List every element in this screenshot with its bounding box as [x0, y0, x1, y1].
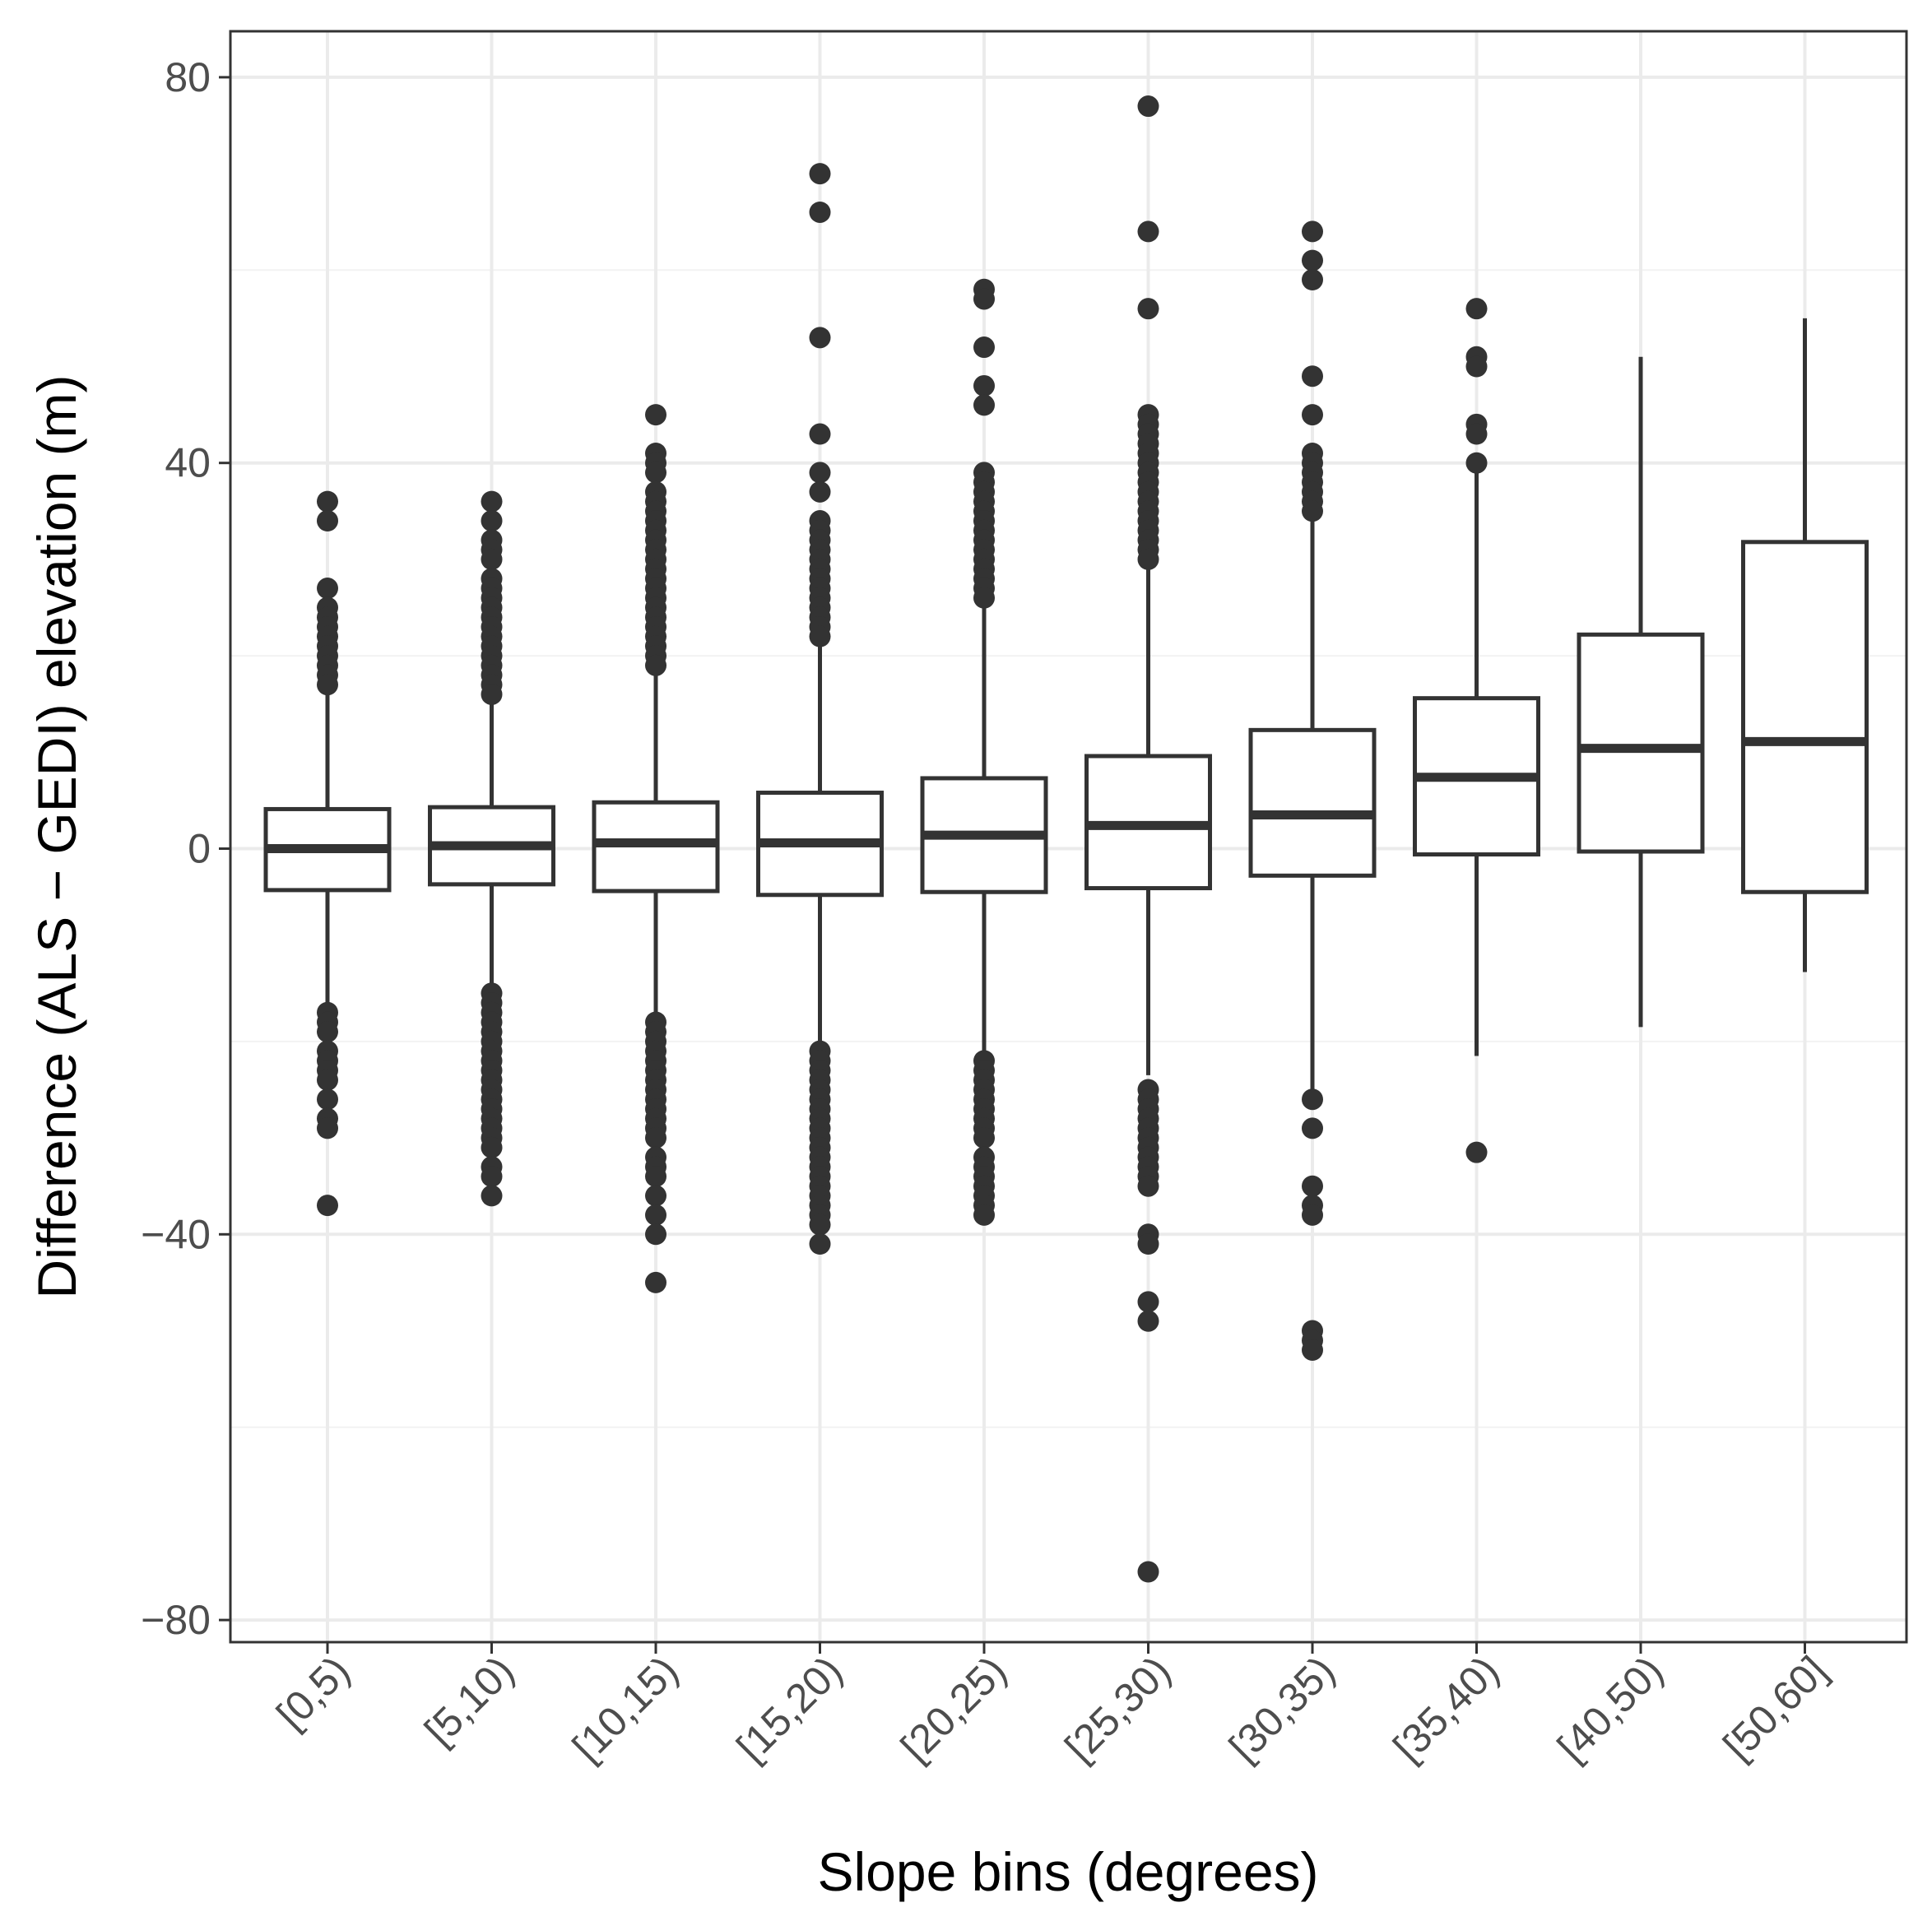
outlier-point — [481, 1185, 503, 1207]
outlier-point — [1302, 1117, 1323, 1139]
outlier-point — [1302, 220, 1323, 243]
outlier-point — [317, 1195, 338, 1217]
outlier-point — [645, 1223, 666, 1246]
outlier-point — [317, 1088, 338, 1111]
x-tick-label: [50,60] — [1715, 1647, 1837, 1769]
outlier-point — [809, 625, 831, 647]
outlier-point — [317, 1069, 338, 1091]
outlier-point — [645, 1271, 666, 1293]
outlier-point — [1137, 548, 1159, 570]
outlier-point — [809, 201, 831, 223]
outlier-point — [645, 404, 666, 426]
outlier-point — [973, 374, 995, 397]
outlier-point — [481, 1136, 503, 1158]
outlier-point — [1465, 452, 1488, 474]
outlier-point — [1302, 1088, 1323, 1111]
outlier-point — [1302, 1204, 1323, 1226]
outlier-point — [809, 1214, 831, 1236]
panel-border — [229, 30, 1908, 1644]
outlier-point — [973, 336, 995, 359]
outlier-point — [1302, 269, 1323, 291]
y-tick-label: −80 — [141, 1597, 211, 1643]
outlier-point — [809, 327, 831, 349]
outlier-point — [1465, 423, 1488, 445]
outlier-point — [481, 548, 503, 570]
x-tick-label: [40,50) — [1549, 1647, 1672, 1770]
outlier-point — [1465, 1141, 1488, 1163]
x-tick-label: [5,10) — [416, 1647, 522, 1754]
outlier-point — [1137, 220, 1159, 243]
outlier-point — [317, 1021, 338, 1043]
outlier-point — [809, 163, 831, 185]
outlier-point — [809, 462, 831, 484]
x-tick-label: [20,25) — [892, 1647, 1015, 1770]
iqr-box — [1741, 540, 1869, 894]
outlier-point — [1302, 1175, 1323, 1197]
outlier-point — [973, 1127, 995, 1149]
box-series — [263, 95, 1869, 1583]
x-tick-label: [0,5) — [267, 1647, 358, 1738]
outlier-point — [1465, 298, 1488, 320]
y-axis-title: Difference (ALS − GEDI) elevation (m) — [26, 374, 87, 1298]
outlier-point — [317, 578, 338, 600]
outlier-point — [1302, 404, 1323, 426]
outlier-point — [317, 674, 338, 696]
outlier-point — [1137, 298, 1159, 320]
outlier-point — [645, 1127, 666, 1149]
outlier-point — [317, 490, 338, 513]
outlier-point — [481, 683, 503, 705]
outlier-point — [645, 654, 666, 676]
outlier-point — [1137, 1175, 1159, 1197]
y-tick-label: 80 — [165, 54, 211, 100]
outlier-point — [1465, 355, 1488, 378]
x-tick-label: [30,35) — [1220, 1647, 1344, 1770]
outlier-point — [973, 1204, 995, 1226]
outlier-point — [1302, 249, 1323, 271]
iqr-box — [1577, 632, 1705, 854]
outlier-point — [1137, 1561, 1159, 1583]
y-tick-label: −40 — [141, 1211, 211, 1257]
outlier-point — [809, 480, 831, 503]
outlier-point — [1137, 1310, 1159, 1332]
outlier-point — [317, 510, 338, 532]
axes: −80 −40 0 40 80 [0,5) [5,10) [10,15) [15,20) [20,… — [141, 54, 1836, 1770]
x-tick-label: [15,20) — [728, 1647, 852, 1770]
outlier-point — [481, 510, 503, 532]
outlier-point — [1302, 500, 1323, 522]
outlier-point — [973, 587, 995, 609]
outlier-point — [481, 1165, 503, 1187]
outlier-point — [809, 423, 831, 445]
outlier-point — [317, 1117, 338, 1139]
outlier-point — [1137, 1233, 1159, 1255]
outlier-point — [1137, 1291, 1159, 1313]
iqr-box — [1248, 727, 1377, 878]
outlier-point — [481, 490, 503, 513]
outlier-point — [645, 462, 666, 484]
outlier-point — [1137, 95, 1159, 118]
x-tick-label: [10,15) — [564, 1647, 687, 1770]
outlier-point — [973, 288, 995, 310]
x-tick-label: [35,40) — [1385, 1647, 1508, 1770]
outlier-point — [645, 1204, 666, 1226]
outlier-point — [1302, 365, 1323, 388]
outlier-point — [645, 1185, 666, 1207]
x-tick-label: [25,30) — [1057, 1647, 1180, 1770]
x-axis-title: Slope bins (degrees) — [817, 1841, 1318, 1902]
y-tick-label: 0 — [188, 826, 211, 872]
outlier-point — [1302, 1339, 1323, 1361]
outlier-point — [809, 1233, 831, 1255]
outlier-point — [645, 1165, 666, 1187]
y-tick-label: 40 — [165, 440, 211, 486]
outlier-point — [973, 394, 995, 416]
